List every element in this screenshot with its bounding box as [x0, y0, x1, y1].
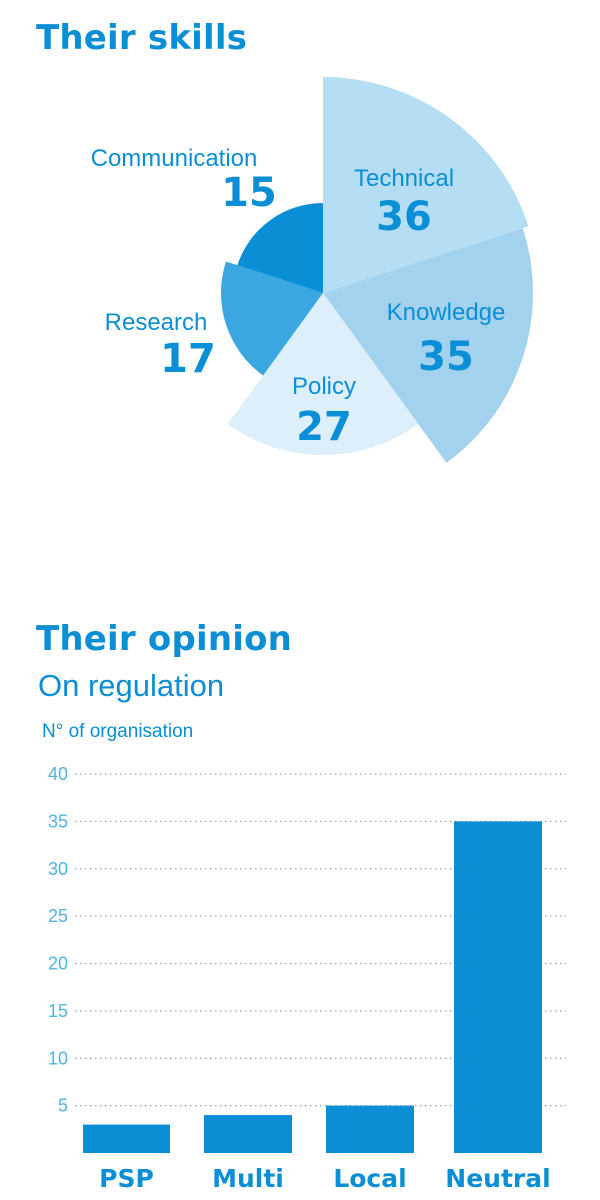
y-tick-5: 5	[58, 1096, 68, 1116]
bar-local	[326, 1105, 414, 1153]
skills-title: Their skills	[36, 18, 248, 58]
y-tick-20: 20	[48, 954, 68, 974]
opinion-title: Their opinion	[36, 619, 293, 659]
slice-label-communication: Communication	[91, 145, 258, 172]
y-axis-label: N° of organisation	[42, 721, 194, 742]
bar-psp	[83, 1124, 170, 1153]
x-label-neutral: Neutral	[445, 1164, 550, 1193]
y-tick-30: 30	[48, 859, 68, 879]
x-label-multi: Multi	[212, 1164, 284, 1193]
slice-value-communication: 15	[221, 170, 277, 216]
slice-communication	[237, 203, 323, 293]
bar-neutral	[454, 821, 542, 1153]
slice-policy	[227, 293, 419, 455]
slice-label-research: Research	[105, 309, 208, 336]
slice-research	[220, 261, 323, 376]
bar-multi	[204, 1115, 292, 1153]
y-tick-10: 10	[48, 1048, 68, 1068]
x-label-psp: PSP	[99, 1164, 154, 1193]
slice-technical	[323, 77, 529, 293]
slice-label-technical: Technical	[354, 165, 454, 192]
slice-value-research: 17	[160, 336, 216, 382]
slice-label-knowledge: Knowledge	[387, 299, 506, 326]
y-tick-25: 25	[48, 906, 68, 926]
slice-knowledge	[323, 228, 533, 463]
y-tick-35: 35	[48, 811, 68, 831]
slice-value-policy: 27	[296, 404, 352, 450]
slice-label-policy: Policy	[292, 373, 356, 400]
y-tick-40: 40	[48, 764, 68, 784]
slice-value-technical: 36	[376, 194, 432, 240]
slice-value-knowledge: 35	[418, 334, 474, 380]
opinion-subtitle: On regulation	[38, 668, 225, 703]
x-label-local: Local	[333, 1164, 406, 1193]
y-tick-15: 15	[48, 1001, 68, 1021]
